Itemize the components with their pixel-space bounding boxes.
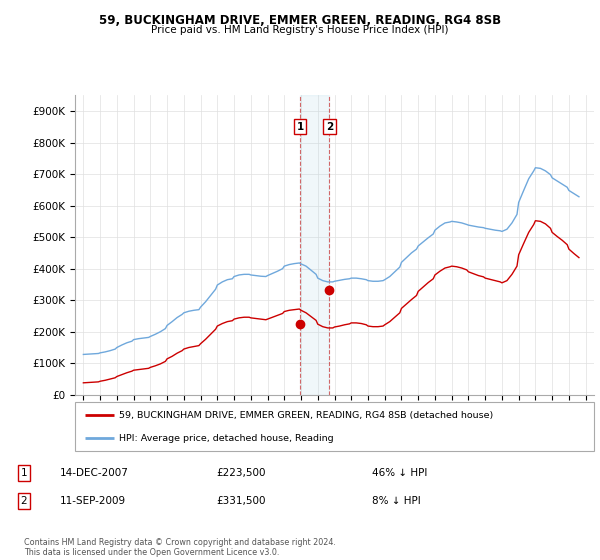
Text: 14-DEC-2007: 14-DEC-2007 xyxy=(60,468,129,478)
Text: 1: 1 xyxy=(296,122,304,132)
Text: 2: 2 xyxy=(20,496,28,506)
Text: HPI: Average price, detached house, Reading: HPI: Average price, detached house, Read… xyxy=(119,434,334,443)
Text: 59, BUCKINGHAM DRIVE, EMMER GREEN, READING, RG4 8SB (detached house): 59, BUCKINGHAM DRIVE, EMMER GREEN, READI… xyxy=(119,411,493,420)
FancyBboxPatch shape xyxy=(75,402,594,451)
Text: 11-SEP-2009: 11-SEP-2009 xyxy=(60,496,126,506)
Text: 8% ↓ HPI: 8% ↓ HPI xyxy=(372,496,421,506)
Text: Contains HM Land Registry data © Crown copyright and database right 2024.
This d: Contains HM Land Registry data © Crown c… xyxy=(24,538,336,557)
Text: Price paid vs. HM Land Registry's House Price Index (HPI): Price paid vs. HM Land Registry's House … xyxy=(151,25,449,35)
Text: 2: 2 xyxy=(326,122,333,132)
Text: 1: 1 xyxy=(20,468,28,478)
Bar xyxy=(300,95,329,395)
Text: 46% ↓ HPI: 46% ↓ HPI xyxy=(372,468,427,478)
Text: £223,500: £223,500 xyxy=(216,468,265,478)
Text: £331,500: £331,500 xyxy=(216,496,265,506)
Text: 59, BUCKINGHAM DRIVE, EMMER GREEN, READING, RG4 8SB: 59, BUCKINGHAM DRIVE, EMMER GREEN, READI… xyxy=(99,14,501,27)
